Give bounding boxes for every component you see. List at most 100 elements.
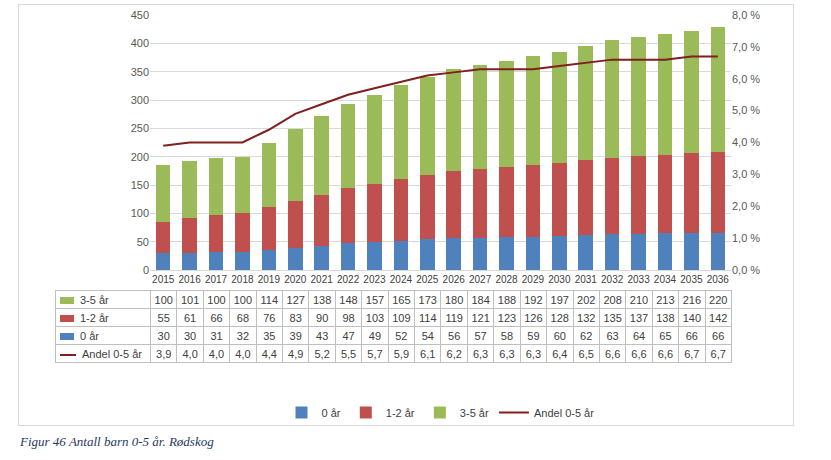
html-text:55: 55 — [157, 311, 170, 324]
html-text:142: 142 — [709, 311, 728, 324]
html-text:192: 192 — [524, 293, 543, 306]
svg-text:2026: 2026 — [443, 274, 466, 285]
html-text:114: 114 — [419, 311, 437, 324]
svg-text:0: 0 — [143, 264, 149, 276]
html-text:137: 137 — [629, 311, 649, 324]
html-text:126: 126 — [524, 311, 543, 324]
html-text:140: 140 — [682, 311, 701, 324]
svg-text:5,0 %: 5,0 % — [732, 104, 760, 116]
html-text:43: 43 — [316, 329, 329, 342]
html-text:31: 31 — [210, 329, 223, 342]
html-text:132: 132 — [577, 311, 596, 324]
svg-text:2022: 2022 — [337, 274, 360, 285]
svg-text:Andel 0-5 år: Andel 0-5 år — [534, 407, 594, 419]
svg-text:2015: 2015 — [152, 274, 175, 285]
html-text:128: 128 — [550, 311, 569, 324]
svg-text:2033: 2033 — [627, 274, 650, 285]
svg-text:2032: 2032 — [601, 274, 624, 285]
svg-text:3-5 år: 3-5 år — [460, 407, 489, 419]
svg-text:2019: 2019 — [258, 274, 281, 285]
html-text:98: 98 — [342, 311, 355, 324]
html-text:0 år: 0 år — [80, 329, 99, 342]
html-text:127: 127 — [286, 293, 305, 306]
svg-text:2018: 2018 — [231, 274, 254, 285]
svg-text:2031: 2031 — [575, 274, 598, 285]
svg-text:350: 350 — [131, 66, 149, 78]
html-text:114: 114 — [260, 293, 279, 306]
svg-text:1,0 %: 1,0 % — [732, 232, 760, 244]
svg-text:7,0 %: 7,0 % — [732, 41, 760, 53]
html-text:66: 66 — [210, 311, 223, 324]
svg-text:8,0 %: 8,0 % — [732, 9, 760, 21]
html-text:121: 121 — [471, 311, 490, 324]
html-text:138: 138 — [313, 293, 332, 306]
html-text:30: 30 — [184, 329, 197, 342]
html-text:210: 210 — [629, 293, 649, 306]
svg-text:2036: 2036 — [707, 274, 730, 285]
html-text:Figur 46 Antall barn 0-5 år. R: Figur 46 Antall barn 0-5 år. Rødskog — [20, 434, 214, 449]
html-text:184: 184 — [471, 293, 490, 306]
svg-text:2021: 2021 — [311, 274, 334, 285]
html-text:157: 157 — [365, 293, 385, 306]
svg-text:2030: 2030 — [548, 274, 571, 285]
html-text:138: 138 — [656, 311, 675, 324]
svg-text:0,0 %: 0,0 % — [732, 264, 760, 276]
html-text:188: 188 — [497, 293, 517, 306]
html-text:123: 123 — [497, 311, 517, 324]
svg-text:450: 450 — [131, 9, 149, 21]
html-text:39: 39 — [289, 329, 302, 342]
html-text:100: 100 — [233, 293, 253, 306]
svg-text:2023: 2023 — [363, 274, 386, 285]
svg-text:2028: 2028 — [495, 274, 518, 285]
svg-text:200: 200 — [131, 151, 149, 163]
html-text:3-5 år: 3-5 år — [80, 293, 109, 306]
html-text:90: 90 — [316, 311, 329, 324]
html-text:100: 100 — [207, 293, 226, 306]
svg-text:300: 300 — [131, 94, 149, 106]
html-text:135: 135 — [603, 311, 622, 324]
svg-text:2027: 2027 — [469, 274, 492, 285]
svg-text:2034: 2034 — [654, 274, 677, 285]
svg-text:2020: 2020 — [284, 274, 307, 285]
html-text:101: 101 — [180, 293, 200, 306]
svg-text:6,0 %: 6,0 % — [732, 73, 760, 85]
html-text:202: 202 — [577, 293, 596, 306]
svg-text:2017: 2017 — [205, 274, 228, 285]
svg-text:400: 400 — [131, 37, 149, 49]
svg-text:0 år: 0 år — [322, 407, 341, 419]
html-text:216: 216 — [682, 293, 701, 306]
html-text:1-2 år: 1-2 år — [80, 311, 109, 324]
html-text:68: 68 — [236, 311, 249, 324]
html-text:208: 208 — [603, 293, 622, 306]
html-text:119: 119 — [445, 311, 463, 324]
html-text:103: 103 — [365, 311, 385, 324]
html-text:76: 76 — [263, 311, 276, 324]
svg-text:4,0 %: 4,0 % — [732, 136, 760, 148]
html-text:213: 213 — [656, 293, 675, 306]
html-text:100: 100 — [154, 293, 173, 306]
html-text:180: 180 — [445, 293, 464, 306]
svg-text:250: 250 — [131, 122, 149, 134]
svg-text:50: 50 — [137, 236, 149, 248]
svg-text:150: 150 — [131, 179, 149, 191]
html-text:61: 61 — [184, 311, 197, 324]
html-text:109: 109 — [392, 311, 411, 324]
svg-text:2029: 2029 — [522, 274, 545, 285]
html-text:35: 35 — [263, 329, 276, 342]
svg-text:2025: 2025 — [416, 274, 439, 285]
html-text:165: 165 — [392, 293, 411, 306]
html-text:148: 148 — [339, 293, 358, 306]
svg-text:2016: 2016 — [178, 274, 201, 285]
svg-text:1-2 år: 1-2 år — [386, 407, 415, 419]
html-text:173: 173 — [418, 293, 437, 306]
html-text:220: 220 — [709, 293, 728, 306]
svg-text:3,0 %: 3,0 % — [732, 168, 760, 180]
html-text:32: 32 — [236, 329, 249, 342]
html-text:30: 30 — [157, 329, 170, 342]
svg-text:2024: 2024 — [390, 274, 413, 285]
svg-text:2,0 %: 2,0 % — [732, 200, 760, 212]
svg-text:100: 100 — [131, 207, 149, 219]
html-text:83: 83 — [289, 311, 302, 324]
html-text:197: 197 — [550, 293, 569, 306]
svg-text:2035: 2035 — [680, 274, 703, 285]
